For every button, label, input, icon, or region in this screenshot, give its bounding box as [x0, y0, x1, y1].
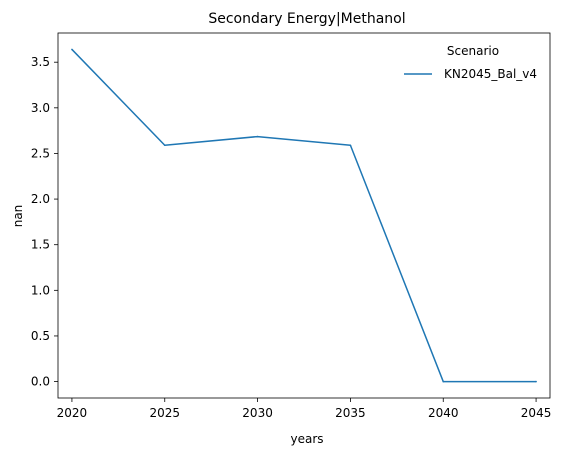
y-tick-label: 3.5	[31, 55, 50, 69]
series-line-kn2045-bal-v4	[71, 48, 537, 383]
x-tick-label: 2030	[242, 406, 273, 420]
data-point	[71, 48, 73, 51]
legend-title: Scenario	[447, 44, 499, 58]
y-tick-label: 2.5	[31, 146, 50, 160]
x-tick-label: 2025	[149, 406, 180, 420]
y-tick-label: 0.5	[31, 329, 50, 343]
plot-area	[57, 32, 551, 399]
series-layer	[71, 48, 537, 383]
x-tick-label: 2045	[521, 406, 552, 420]
data-point	[349, 144, 352, 147]
x-tick-label: 2020	[57, 406, 88, 420]
data-point	[442, 380, 445, 383]
y-axis-label: nan	[11, 205, 25, 228]
chart-title: Secondary Energy|Methanol	[208, 11, 405, 27]
plot-frame	[57, 32, 551, 399]
x-axis: 2020 2025 2030 2035 2040 2045	[57, 398, 552, 420]
y-tick-label: 3.0	[31, 101, 50, 115]
x-axis-label: years	[290, 432, 323, 446]
legend: Scenario KN2045_Bal_v4	[404, 44, 537, 81]
data-point	[256, 135, 259, 138]
x-tick-label: 2040	[428, 406, 459, 420]
y-tick-label: 1.0	[31, 283, 50, 297]
legend-label-kn2045-bal-v4: KN2045_Bal_v4	[444, 67, 537, 81]
x-tick-label: 2035	[335, 406, 366, 420]
data-point	[163, 144, 166, 147]
data-point	[535, 380, 537, 383]
y-axis: 0.0 0.5 1.0 1.5 2.0 2.5 3.0 3.5	[31, 55, 58, 389]
y-tick-label: 2.0	[31, 192, 50, 206]
y-tick-label: 1.5	[31, 238, 50, 252]
y-tick-label: 0.0	[31, 375, 50, 389]
